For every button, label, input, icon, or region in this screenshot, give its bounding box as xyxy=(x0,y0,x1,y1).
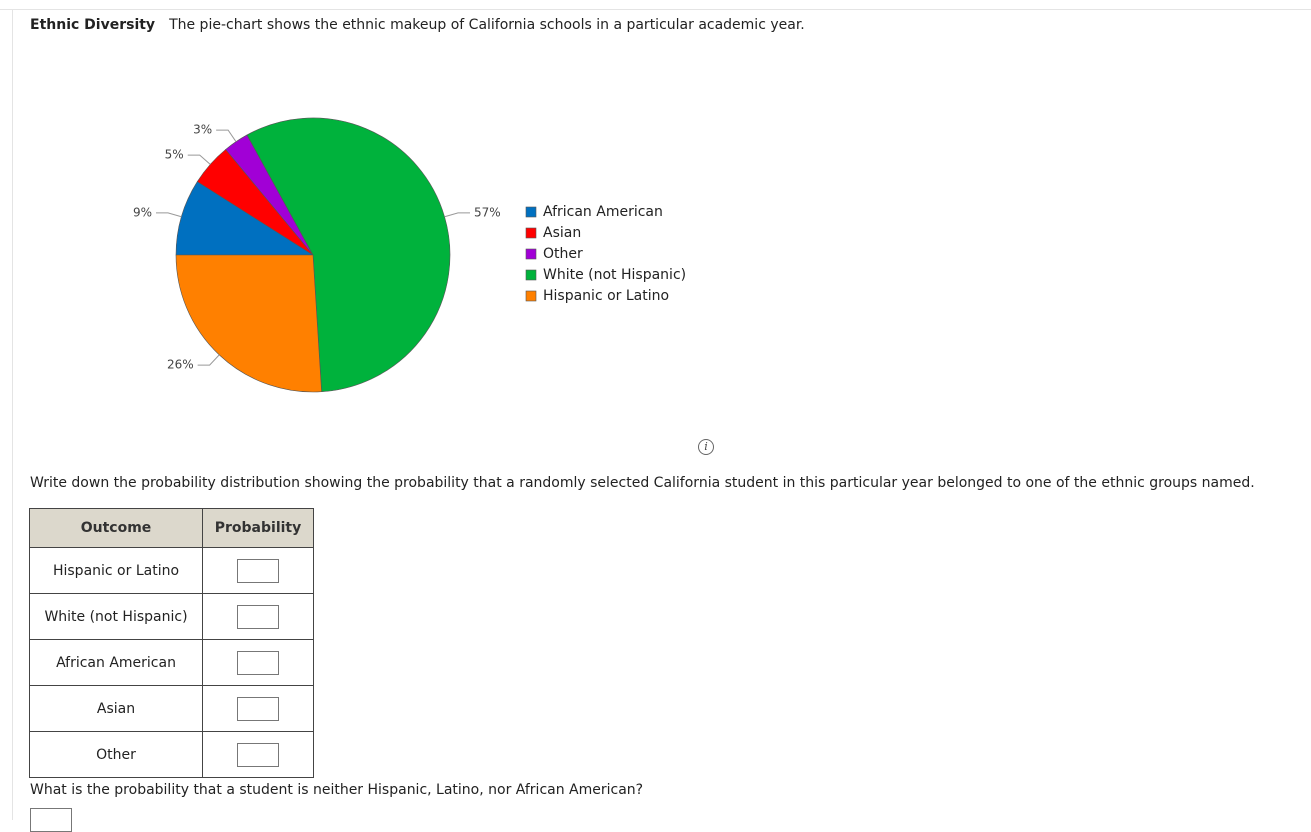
left-border xyxy=(12,10,13,820)
description: The pie-chart shows the ethnic makeup of… xyxy=(169,17,805,33)
table-row: African American xyxy=(29,639,314,686)
probability-cell xyxy=(202,547,314,594)
legend-swatch xyxy=(525,206,537,218)
legend-label: African American xyxy=(543,204,663,220)
top-border xyxy=(0,9,1311,10)
outcome-cell: African American xyxy=(29,639,203,686)
probability-cell xyxy=(202,685,314,732)
leader-line xyxy=(187,154,211,165)
header-cell: Outcome xyxy=(29,508,203,548)
probability-input[interactable] xyxy=(237,696,279,721)
probability-input[interactable] xyxy=(237,650,279,675)
table-row: Hispanic or Latino xyxy=(29,547,314,594)
outcome-cell: Hispanic or Latino xyxy=(29,547,203,594)
pie-slice xyxy=(175,254,322,393)
legend-swatch xyxy=(525,248,537,260)
legend-swatch xyxy=(525,290,537,302)
outcome-cell: Asian xyxy=(29,685,203,732)
leader-line xyxy=(444,212,471,218)
legend-swatch xyxy=(525,227,537,239)
table-row: Other xyxy=(29,731,314,778)
legend-label: Other xyxy=(543,246,583,262)
outcome-cell: White (not Hispanic) xyxy=(29,593,203,640)
legend-label: Asian xyxy=(543,225,581,241)
slice-label: 9% xyxy=(133,205,152,219)
probability-cell xyxy=(202,593,314,640)
probability-cell xyxy=(202,639,314,686)
title: Ethnic Diversity xyxy=(30,17,156,33)
slice-label: 5% xyxy=(165,148,184,162)
probability-cell xyxy=(202,731,314,778)
probability-input[interactable] xyxy=(237,558,279,583)
legend-label: Hispanic or Latino xyxy=(543,288,669,304)
legend-swatch xyxy=(525,269,537,281)
leader-line xyxy=(216,129,237,142)
question: What is the probability that a student i… xyxy=(30,782,644,798)
info-icon[interactable]: i xyxy=(698,439,714,455)
table-row: White (not Hispanic) xyxy=(29,593,314,640)
leader-line xyxy=(155,212,182,218)
answer-input[interactable] xyxy=(30,808,72,832)
table-row: Asian xyxy=(29,685,314,732)
header-cell: Probability xyxy=(202,508,314,548)
legend-label: White (not Hispanic) xyxy=(543,267,686,283)
header: Ethnic Diversity The pie-chart shows the … xyxy=(30,17,805,33)
slice-label: 26% xyxy=(167,358,194,372)
leader-line xyxy=(197,354,220,366)
outcome-cell: Other xyxy=(29,731,203,778)
distribution-table: Outcome Probability Hispanic or Latino Wh… xyxy=(29,508,314,778)
slice-label: 3% xyxy=(193,123,212,137)
slice-label: 57% xyxy=(474,205,501,219)
header-row: Outcome Probability xyxy=(29,508,314,548)
probability-input[interactable] xyxy=(237,742,279,767)
pie-slice xyxy=(246,117,451,393)
probability-input[interactable] xyxy=(237,604,279,629)
pie-chart: 9% 5% 3% 57% 26% African American Asian Other Wh… xyxy=(133,117,686,393)
question: Write down the probability distribution … xyxy=(30,475,1255,491)
